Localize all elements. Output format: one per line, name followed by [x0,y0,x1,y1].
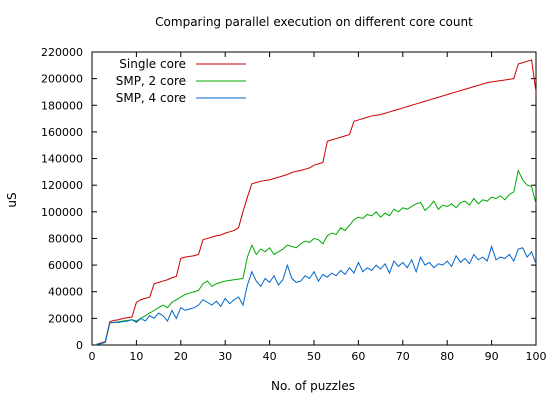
y-axis-label: uS [5,192,19,207]
y-tick-label: 200000 [41,73,83,86]
legend: Single core SMP, 2 core SMP, 4 core [116,57,246,105]
x-tick-label: 30 [218,350,232,363]
y-tick-label: 80000 [48,232,83,245]
y-tick-label: 140000 [41,153,83,166]
series-line [96,244,537,345]
series-3 [96,244,537,345]
y-tick-label: 220000 [41,46,83,59]
legend-label: SMP, 2 core [116,74,186,88]
legend-label: Single core [119,57,186,71]
y-tick-label: 100000 [41,206,83,219]
x-tick-label: 100 [526,350,547,363]
series-line [96,59,537,345]
x-tick-label: 80 [440,350,454,363]
axes: 0 10 20 30 40 50 60 70 80 90 100 0 20000 40000 60000 80… [41,46,547,363]
series-1 [96,59,537,345]
series-line [96,168,537,345]
x-tick-label: 40 [263,350,277,363]
x-tick-label: 90 [485,350,499,363]
y-tick-label: 120000 [41,179,83,192]
y-tick-label: 20000 [48,312,83,325]
x-tick-label: 50 [307,350,321,363]
x-axis-label: No. of puzzles [271,379,355,393]
x-tick-label: 10 [129,350,143,363]
x-tick-label: 0 [89,350,96,363]
x-tick-label: 20 [174,350,188,363]
series-2 [96,168,537,345]
legend-label: SMP, 4 core [116,91,186,105]
y-tick-label: 180000 [41,99,83,112]
y-tick-label: 0 [76,339,83,352]
y-tick-label: 60000 [48,259,83,272]
y-tick-label: 160000 [41,126,83,139]
x-tick-label: 70 [396,350,410,363]
series-layer [96,59,537,345]
chart-title: Comparing parallel execution on differen… [155,15,473,29]
x-tick-label: 60 [351,350,365,363]
y-tick-label: 40000 [48,286,83,299]
